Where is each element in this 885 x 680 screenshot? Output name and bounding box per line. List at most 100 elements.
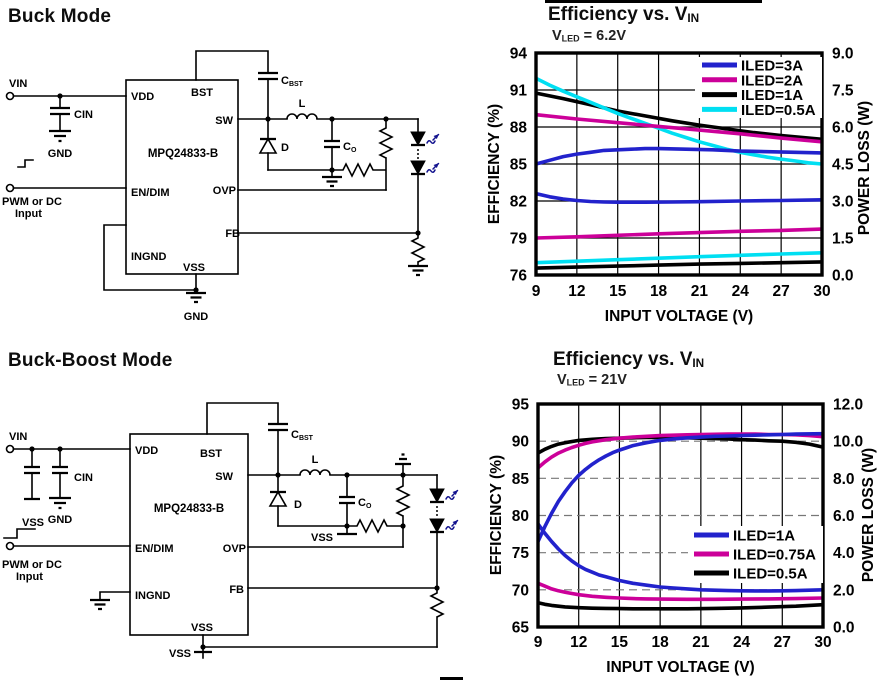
series-power-loss-iled-1a [536,522,824,593]
bb-diode: D [268,474,302,527]
y-left-tick-label: 70 [512,582,529,599]
x-tick-label: 12 [568,283,585,300]
plot-frame [536,402,825,629]
bb-ingnd-ground [90,591,131,611]
fb-resistor [410,233,426,263]
x-tick-label: 21 [692,634,710,651]
y-left-tick-label: 79 [510,231,528,248]
ic-part-number: MPQ24833-B [148,148,218,160]
buck-pwm-input: PWM or DC Input [2,159,127,220]
ground-symbol [186,291,206,304]
x-tick-label: 30 [814,634,831,651]
ground-symbol [408,264,428,277]
cbst-label: CBST [291,429,314,442]
led-2 [429,518,445,534]
vss-in-label: VSS [22,517,44,529]
y-left-tick-label: 80 [512,508,529,525]
led-1 [429,488,445,504]
buck-boost-mode-schematic: VIN CIN GND VSS PWM or DC Input MPQ24833… [2,402,459,660]
section-rule [545,0,762,3]
bb-ic: MPQ24833-B VDD BST SW EN/DIM OVP FB INGN… [129,433,249,636]
series-power-loss-iled-0p5a [537,601,824,611]
pin-bst: BST [200,448,222,460]
y-right-tick-label: 0.0 [832,268,854,285]
x-tick-label: 18 [652,634,670,651]
x-tick-label: 21 [691,283,709,300]
y-left-tick-label: 82 [510,194,527,211]
buck-input-net: VIN CIN GND [5,78,127,160]
pin-vdd: VDD [135,445,158,457]
x-tick-label: 15 [609,283,627,300]
vin-terminal [5,91,15,101]
series-power-loss-iled-0p75a [537,581,824,602]
y-right-tick-label: 4.5 [832,157,854,174]
y-right-tick-label: 4.0 [833,545,855,562]
x-tick-label: 24 [732,283,750,300]
plot-frame [534,51,824,277]
x-tick-label: 15 [611,634,629,651]
led-emission-icon [445,519,459,531]
led-2 [410,160,426,176]
legend-label: ILED=0.5A [733,566,808,583]
series-efficiency-iled-2a [535,112,823,144]
vss-rail-symbol [395,453,411,466]
inductor-label: L [299,98,306,110]
legend-label: ILED=0.5A [741,102,816,119]
ic-part-number: MPQ24833-B [154,503,224,515]
cin-capacitor [50,106,70,116]
buck-ingnd-loop: GND [103,224,209,323]
bb-vss-rail: VSS [169,634,438,660]
pin-ingnd: INGND [135,590,171,602]
gnd-out-label: GND [184,311,209,323]
ic-body [125,79,239,275]
bb-led-string [247,474,459,648]
buck-mode-schematic: VIN CIN GND PWM or DC Input MPQ24833-B V… [2,50,440,323]
y-right-axis-title: POWER LOSS (W) [856,101,873,235]
pin-sw: SW [215,115,233,127]
y-left-tick-label: 95 [512,397,530,414]
pin-ovp: OVP [213,185,236,197]
gnd-in-label: GND [48,514,73,526]
pin-endim: EN/DIM [131,187,170,199]
y-left-axis-title: EFFICIENCY (%) [488,455,505,575]
x-tick-label: 27 [774,634,791,651]
chart-title: Efficiency vs. VIN [548,4,700,26]
ground-symbol [49,129,71,143]
chart-title: Efficiency vs. VIN [553,349,705,371]
buck-boost-efficiency-panel: Efficiency vs. VIN VLED = 21V ILED=1A ILE… [445,340,885,680]
y-right-tick-label: 6.0 [833,508,855,525]
series-efficiency-iled-1a [536,431,824,543]
y-right-tick-label: 10.0 [833,434,863,451]
series-efficiency-iled-3a [535,146,823,166]
y-left-tick-label: 76 [510,268,528,285]
y-left-tick-label: 91 [510,83,528,100]
vin-label: VIN [9,78,27,90]
y-left-tick-label: 85 [510,157,528,174]
y-left-tick-label: 85 [512,471,530,488]
y-right-axis-title: POWER LOSS (W) [860,448,877,582]
buck-mode-heading: Buck Mode [8,6,112,27]
pwm-label-line1: PWM or DC [2,196,62,208]
co-capacitor [324,139,340,149]
x-tick-label: 9 [532,283,541,300]
sense-resistor-vertical [378,119,394,159]
sense-resistor-horizontal [347,518,403,534]
inductor [299,469,331,476]
vin-terminal [5,444,15,454]
pwm-label-line2: Input [16,571,43,583]
input-capacitor-1 [24,465,40,501]
legend-label: ILED=2A [741,72,803,89]
sense-resistor-vertical [395,475,411,517]
x-tick-label: 9 [534,634,543,651]
diode-label: D [294,499,302,511]
y-right-tick-label: 2.0 [833,582,855,599]
buck-led-string [408,118,440,277]
x-tick-label: 18 [650,283,668,300]
pin-fb: FB [229,584,244,596]
y-right-tick-label: 12.0 [833,397,863,414]
buck-output-network: CO [237,118,419,234]
y-right-tick-label: 7.5 [832,83,854,100]
co-label: CO [343,141,357,154]
pin-sw: SW [215,471,233,483]
